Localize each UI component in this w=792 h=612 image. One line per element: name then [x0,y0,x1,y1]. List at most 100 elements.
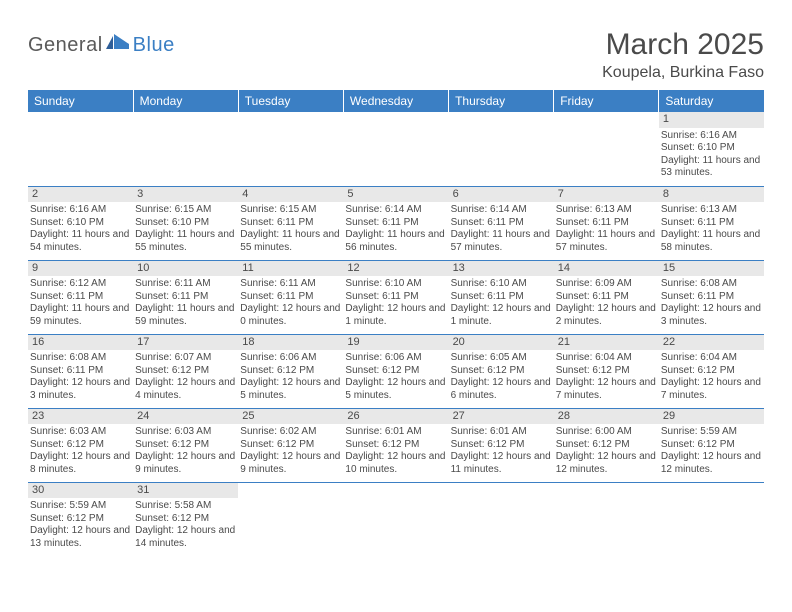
day-number: 6 [449,187,554,203]
day-details: Sunrise: 6:04 AMSunset: 6:12 PMDaylight:… [554,352,659,402]
day-number: 20 [449,335,554,351]
calendar-cell: 28Sunrise: 6:00 AMSunset: 6:12 PMDayligh… [554,408,659,482]
day-details: Sunrise: 6:13 AMSunset: 6:11 PMDaylight:… [554,204,659,254]
calendar-cell [238,482,343,556]
calendar-cell: 26Sunrise: 6:01 AMSunset: 6:12 PMDayligh… [343,408,448,482]
day-number: 7 [554,187,659,203]
calendar-cell [28,112,133,186]
day-details: Sunrise: 5:58 AMSunset: 6:12 PMDaylight:… [133,500,238,550]
calendar-cell: 20Sunrise: 6:05 AMSunset: 6:12 PMDayligh… [449,334,554,408]
day-number: 4 [238,187,343,203]
calendar-cell: 11Sunrise: 6:11 AMSunset: 6:11 PMDayligh… [238,260,343,334]
logo-text-general: General [28,34,103,57]
calendar-cell: 4Sunrise: 6:15 AMSunset: 6:11 PMDaylight… [238,186,343,260]
day-details: Sunrise: 6:09 AMSunset: 6:11 PMDaylight:… [554,278,659,328]
day-number: 13 [449,261,554,277]
day-number: 17 [133,335,238,351]
calendar-cell [133,112,238,186]
day-number: 25 [238,409,343,425]
location: Koupela, Burkina Faso [602,64,764,82]
day-details: Sunrise: 6:08 AMSunset: 6:11 PMDaylight:… [659,278,764,328]
day-number: 5 [343,187,448,203]
day-details: Sunrise: 6:14 AMSunset: 6:11 PMDaylight:… [449,204,554,254]
day-details: Sunrise: 6:00 AMSunset: 6:12 PMDaylight:… [554,426,659,476]
calendar-cell [659,482,764,556]
calendar-week-row: 30Sunrise: 5:59 AMSunset: 6:12 PMDayligh… [28,482,764,556]
calendar-cell: 23Sunrise: 6:03 AMSunset: 6:12 PMDayligh… [28,408,133,482]
calendar-cell: 25Sunrise: 6:02 AMSunset: 6:12 PMDayligh… [238,408,343,482]
calendar-cell: 5Sunrise: 6:14 AMSunset: 6:11 PMDaylight… [343,186,448,260]
weekday-header: Saturday [659,90,764,112]
logo-text-blue: Blue [133,34,175,57]
flag-icon [105,34,131,57]
day-details: Sunrise: 6:11 AMSunset: 6:11 PMDaylight:… [238,278,343,328]
day-number: 24 [133,409,238,425]
day-number [554,112,659,128]
calendar-week-row: 9Sunrise: 6:12 AMSunset: 6:11 PMDaylight… [28,260,764,334]
day-details: Sunrise: 6:07 AMSunset: 6:12 PMDaylight:… [133,352,238,402]
calendar-cell: 6Sunrise: 6:14 AMSunset: 6:11 PMDaylight… [449,186,554,260]
day-number [343,483,448,499]
calendar-cell [554,482,659,556]
weekday-header: Wednesday [343,90,448,112]
calendar-cell [238,112,343,186]
calendar-week-row: 2Sunrise: 6:16 AMSunset: 6:10 PMDaylight… [28,186,764,260]
day-number: 31 [133,483,238,499]
day-number: 28 [554,409,659,425]
day-number: 8 [659,187,764,203]
calendar-cell: 30Sunrise: 5:59 AMSunset: 6:12 PMDayligh… [28,482,133,556]
day-details: Sunrise: 6:04 AMSunset: 6:12 PMDaylight:… [659,352,764,402]
day-details: Sunrise: 6:02 AMSunset: 6:12 PMDaylight:… [238,426,343,476]
weekday-header: Monday [133,90,238,112]
day-number: 26 [343,409,448,425]
logo: General Blue [28,28,175,57]
calendar-cell: 2Sunrise: 6:16 AMSunset: 6:10 PMDaylight… [28,186,133,260]
calendar-week-row: 23Sunrise: 6:03 AMSunset: 6:12 PMDayligh… [28,408,764,482]
day-details: Sunrise: 6:15 AMSunset: 6:11 PMDaylight:… [238,204,343,254]
weekday-header-row: Sunday Monday Tuesday Wednesday Thursday… [28,90,764,112]
day-details: Sunrise: 6:03 AMSunset: 6:12 PMDaylight:… [28,426,133,476]
calendar-cell: 27Sunrise: 6:01 AMSunset: 6:12 PMDayligh… [449,408,554,482]
day-number: 27 [449,409,554,425]
day-details: Sunrise: 6:06 AMSunset: 6:12 PMDaylight:… [343,352,448,402]
day-details: Sunrise: 6:01 AMSunset: 6:12 PMDaylight:… [449,426,554,476]
calendar-cell: 7Sunrise: 6:13 AMSunset: 6:11 PMDaylight… [554,186,659,260]
calendar-cell [554,112,659,186]
day-number [449,483,554,499]
calendar-cell: 24Sunrise: 6:03 AMSunset: 6:12 PMDayligh… [133,408,238,482]
calendar-cell: 17Sunrise: 6:07 AMSunset: 6:12 PMDayligh… [133,334,238,408]
day-number [343,112,448,128]
weekday-header: Thursday [449,90,554,112]
day-details: Sunrise: 6:10 AMSunset: 6:11 PMDaylight:… [449,278,554,328]
weekday-header: Friday [554,90,659,112]
day-number: 15 [659,261,764,277]
calendar-cell: 19Sunrise: 6:06 AMSunset: 6:12 PMDayligh… [343,334,448,408]
day-details: Sunrise: 6:05 AMSunset: 6:12 PMDaylight:… [449,352,554,402]
calendar-cell: 14Sunrise: 6:09 AMSunset: 6:11 PMDayligh… [554,260,659,334]
day-details: Sunrise: 6:14 AMSunset: 6:11 PMDaylight:… [343,204,448,254]
day-number [133,112,238,128]
calendar-cell: 12Sunrise: 6:10 AMSunset: 6:11 PMDayligh… [343,260,448,334]
day-number: 3 [133,187,238,203]
day-number [238,483,343,499]
day-number: 18 [238,335,343,351]
day-number: 9 [28,261,133,277]
day-number: 2 [28,187,133,203]
calendar-cell: 31Sunrise: 5:58 AMSunset: 6:12 PMDayligh… [133,482,238,556]
day-details: Sunrise: 6:03 AMSunset: 6:12 PMDaylight:… [133,426,238,476]
day-details: Sunrise: 6:10 AMSunset: 6:11 PMDaylight:… [343,278,448,328]
day-number [554,483,659,499]
calendar-cell [449,482,554,556]
day-number: 16 [28,335,133,351]
calendar-cell: 22Sunrise: 6:04 AMSunset: 6:12 PMDayligh… [659,334,764,408]
calendar-week-row: 1Sunrise: 6:16 AMSunset: 6:10 PMDaylight… [28,112,764,186]
weekday-header: Tuesday [238,90,343,112]
day-number: 1 [659,112,764,128]
calendar-cell [343,482,448,556]
day-number: 30 [28,483,133,499]
title-block: March 2025 Koupela, Burkina Faso [602,28,764,82]
calendar-cell: 29Sunrise: 5:59 AMSunset: 6:12 PMDayligh… [659,408,764,482]
calendar-cell: 18Sunrise: 6:06 AMSunset: 6:12 PMDayligh… [238,334,343,408]
month-title: March 2025 [602,28,764,62]
day-details: Sunrise: 6:15 AMSunset: 6:10 PMDaylight:… [133,204,238,254]
